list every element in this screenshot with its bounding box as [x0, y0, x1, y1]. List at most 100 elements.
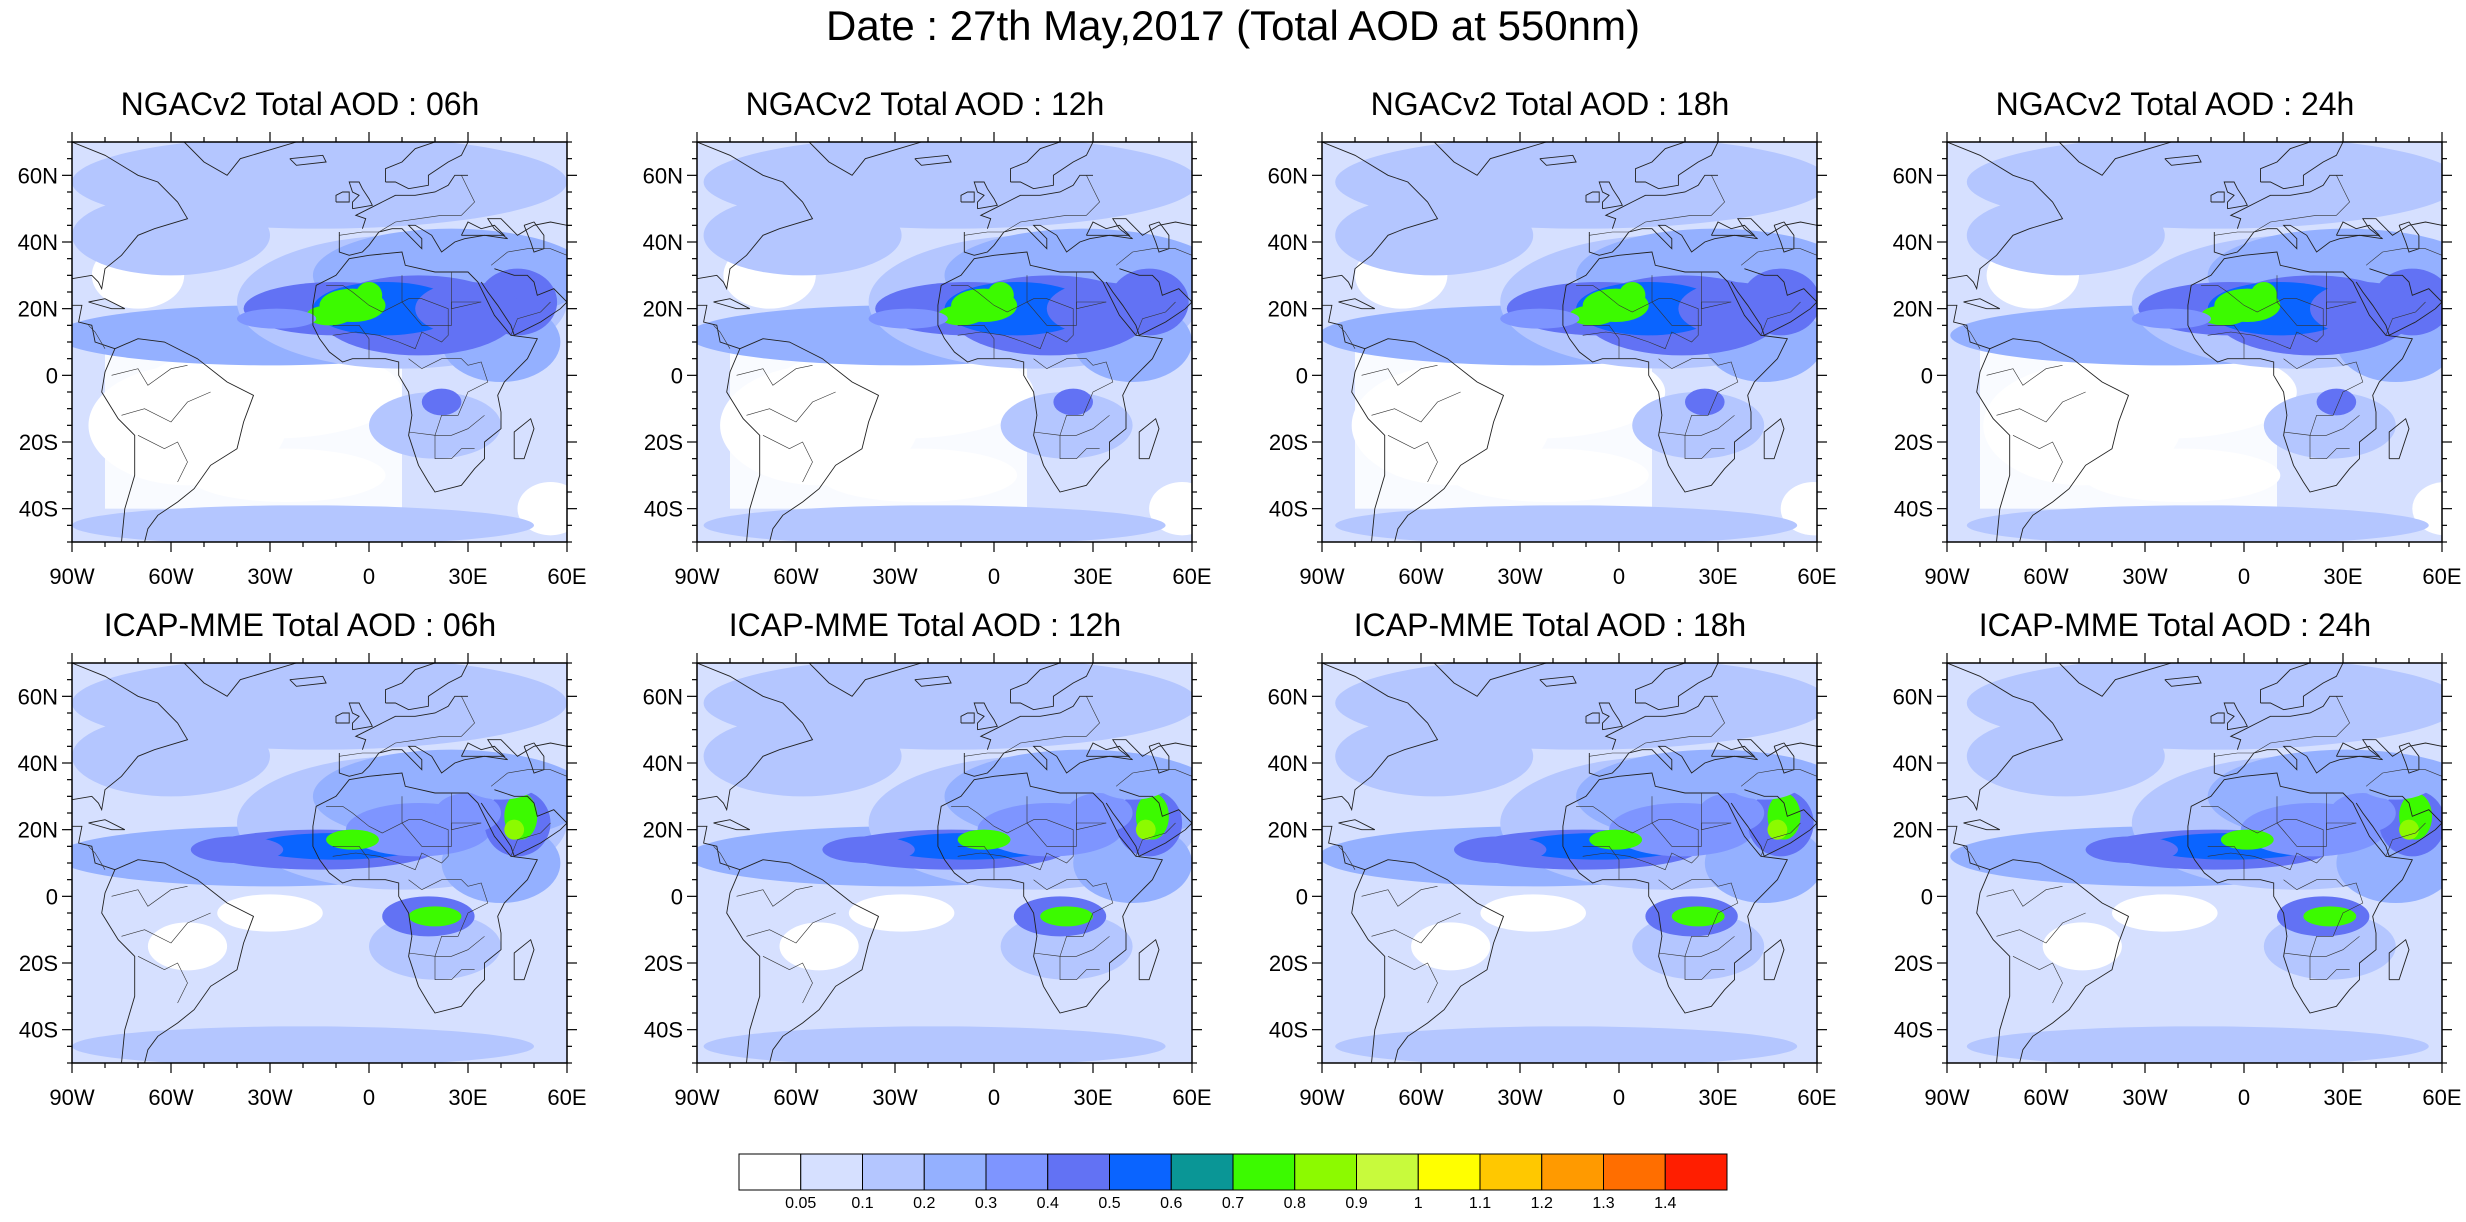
lon-tick-label: 30E — [1698, 564, 1737, 589]
lat-tick-label: 40S — [644, 1018, 683, 1043]
coastline — [1433, 663, 1547, 697]
coastlines — [1322, 142, 1817, 542]
aod-region — [2201, 305, 2248, 326]
aod-region — [237, 308, 317, 329]
map-panel-ngac-18h: NGACv2 Total AOD : 18h 90W 60W 30W 0 30E 60E 6… — [1250, 86, 1850, 596]
country-border — [1651, 796, 1732, 847]
aod-region — [1966, 195, 2165, 276]
aod-region — [1589, 829, 1643, 850]
lon-tick-label: 30W — [1497, 1085, 1542, 1110]
lon-tick-label: 30E — [1073, 564, 1112, 589]
colorbar-swatch — [985, 1153, 1049, 1191]
coastline — [1598, 702, 1623, 731]
aod-region — [355, 282, 383, 309]
coastline — [480, 789, 567, 857]
lat-tick-label: 40N — [1893, 230, 1933, 255]
aod-region — [1480, 894, 1586, 932]
country-border — [1658, 879, 1739, 957]
lon-tick-label: 60E — [547, 1085, 586, 1110]
country-border — [2385, 822, 2426, 857]
coastline — [2229, 695, 2343, 750]
country-border — [1033, 358, 1114, 436]
coastline — [2164, 154, 2202, 166]
country-border — [964, 231, 1004, 236]
aod-region — [1569, 305, 1616, 326]
country-border — [1135, 301, 1176, 336]
aod-clear-region — [730, 342, 1027, 509]
lon-tick-label: 0 — [363, 1085, 375, 1110]
lon-tick-label: 30W — [1497, 564, 1542, 589]
lat-tick-label: 40N — [1268, 230, 1308, 255]
aod-region — [1671, 906, 1725, 927]
axis-ticks — [1937, 653, 2452, 1073]
coastline — [1604, 174, 1718, 229]
aod-map: 90W 60W 30W 0 30E 60E 60N 40N 20N 0 20S 40S — [1268, 653, 1837, 1110]
coastline — [1351, 859, 1505, 1063]
colorbar-swatch — [1047, 1153, 1110, 1191]
coastline — [460, 742, 506, 757]
coastline — [2260, 142, 2344, 190]
lat-tick-label: 40S — [1269, 497, 1308, 522]
coastline — [2355, 268, 2442, 336]
coastline — [72, 142, 189, 291]
lat-tick-label: 0 — [1296, 884, 1308, 909]
country-border — [1033, 431, 1100, 460]
coastline — [385, 663, 469, 711]
country-border — [1026, 796, 1107, 847]
coastline — [2058, 663, 2172, 697]
country-border — [1740, 769, 1817, 787]
map-panel-icap-06h: ICAP-MME Total AOD : 06h 90W 60W 30W 0 30E 60… — [0, 607, 600, 1117]
coastline — [1539, 675, 1577, 687]
coastline — [338, 739, 567, 777]
aod-region — [987, 282, 1014, 309]
lat-tick-label: 20S — [1894, 430, 1933, 455]
lon-tick-label: 60W — [773, 564, 818, 589]
aod-region — [1678, 282, 1784, 336]
country-border — [401, 275, 482, 326]
coastline — [88, 819, 126, 831]
country-border — [2283, 358, 2364, 436]
coastline — [713, 819, 751, 831]
country-border — [451, 272, 482, 310]
aod-region — [2263, 392, 2396, 459]
coastline — [1010, 663, 1094, 711]
map-panel-icap-24h: ICAP-MME Total AOD : 24h 90W 60W 30W 0 30E 60… — [1875, 607, 2466, 1117]
colorbar-label: 1.2 — [1531, 1195, 1553, 1212]
country-border — [2012, 435, 2063, 483]
coastline — [72, 304, 116, 350]
coastlines — [697, 663, 1192, 1063]
country-border — [1076, 272, 1107, 310]
coastline — [1138, 938, 1160, 981]
lat-tick-label: 20S — [644, 430, 683, 455]
aod-region — [822, 836, 915, 863]
coastline — [963, 218, 1192, 256]
lon-tick-label: 90W — [49, 564, 94, 589]
coastline — [1604, 695, 1718, 750]
coastline — [1351, 338, 1505, 542]
aod-region — [1335, 716, 1534, 797]
aod-region — [703, 716, 902, 797]
country-border — [1026, 275, 1107, 326]
aod-map: 90W 60W 30W 0 30E 60E 60N 40N 20N 0 20S 40S — [1893, 132, 2462, 589]
lat-tick-label: 60N — [643, 163, 683, 188]
aod-map: 90W 60W 30W 0 30E 60E 60N 40N 20N 0 20S 40S — [1268, 132, 1837, 589]
colorbar-label: 0.6 — [1160, 1195, 1182, 1212]
aod-region — [306, 305, 353, 326]
coastline — [335, 191, 350, 203]
country-border — [1338, 325, 1356, 349]
lat-tick-label: 40S — [1894, 1018, 1933, 1043]
aod-clear-region — [1355, 342, 1652, 509]
lat-tick-label: 0 — [1921, 884, 1933, 909]
coastline — [2388, 417, 2410, 460]
axis-ticks — [62, 653, 577, 1073]
coastline — [1338, 819, 1376, 831]
coastlines — [697, 142, 1192, 542]
coastline — [1947, 304, 1991, 350]
lat-tick-label: 40N — [1893, 751, 1933, 776]
country-border — [121, 391, 211, 423]
country-border — [1658, 431, 1725, 460]
aod-region — [1724, 759, 1804, 800]
lon-tick-label: 30W — [2122, 1085, 2167, 1110]
lat-tick-label: 40N — [18, 751, 58, 776]
lon-tick-label: 90W — [49, 1085, 94, 1110]
